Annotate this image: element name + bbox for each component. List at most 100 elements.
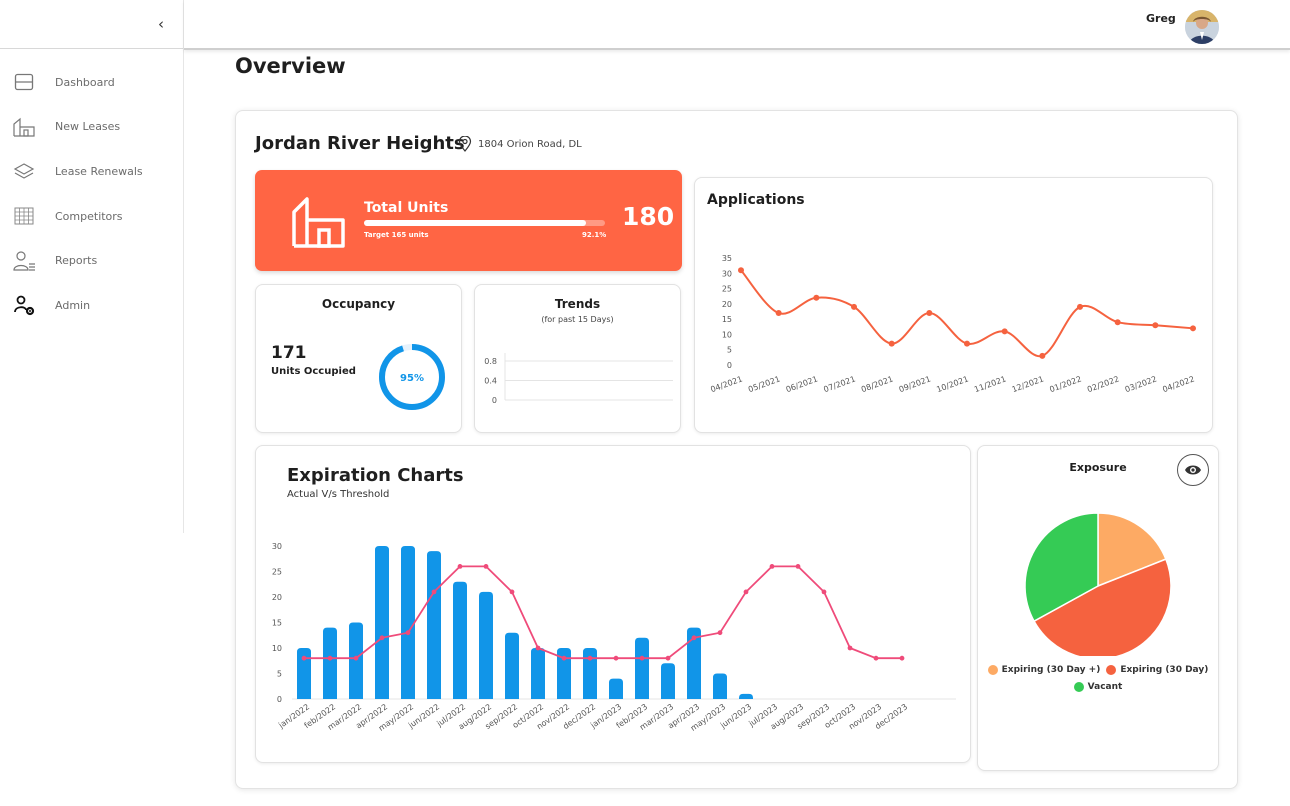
y-tick-label: 35 [722,254,732,263]
total-units-count: 180 [622,202,675,231]
building-icon [292,197,345,248]
expiration-bar [739,693,753,699]
chevron-left-icon[interactable]: ‹ [158,15,164,33]
total-units-percent: 92.1% [582,231,607,239]
sidebar-item-label: New Leases [55,120,121,134]
y-tick-label: 10 [722,330,732,339]
y-tick-label: 20 [272,593,282,602]
building-icon [11,116,37,138]
x-tick-label: 05/2021 [747,374,781,394]
sidebar-item-reports[interactable]: Reports [0,238,183,283]
legend-label: Expiring (30 Day +) [1001,665,1101,675]
y-tick-label: 0.4 [484,377,497,386]
grid-icon [11,205,37,227]
sidebar-item-label: Admin [55,298,91,312]
expiration-bar [479,591,493,699]
expiration-bar [557,648,571,699]
trends-card: Trends (for past 15 Days) 0 0.4 0.8 [474,284,681,433]
pie-legend-row-1: Expiring (30 Day +) Expiring (30 Day) [978,665,1218,675]
expiration-subtitle: Actual V/s Threshold [287,489,390,500]
total-units-card: Total Units Target 165 units 92.1% 180 [255,170,682,271]
expiration-bar [661,663,675,699]
applications-point [888,340,895,347]
trends-title: Trends [554,297,601,311]
x-tick-label: 01/2022 [1048,374,1082,394]
sidebar-nav: Dashboard New Leases Lease Renewals Comp… [0,60,183,328]
legend-swatch [987,665,998,675]
expiration-bar [349,622,363,699]
user-name: Greg [1146,12,1176,25]
legend-item[interactable]: Expiring (30 Day +) [987,665,1101,675]
threshold-point [301,655,307,661]
applications-point [775,310,782,317]
applications-point [964,340,970,347]
sidebar-item-label: Dashboard [55,75,115,89]
x-tick-label: 10/2021 [935,374,969,394]
y-tick-label: 10 [272,644,282,653]
applications-title: Applications [707,192,805,208]
threshold-point [717,630,723,636]
threshold-point [353,655,359,661]
property-name: Jordan River Heights [255,133,465,154]
x-tick-label: 08/2021 [860,374,894,394]
location-pin-icon [458,136,472,152]
sidebar-item-admin[interactable]: Admin [0,283,183,328]
threshold-point [587,655,593,661]
x-tick-label: 09/2021 [898,374,932,394]
y-tick-label: 15 [722,315,732,324]
occupancy-ring-fill [379,344,445,410]
expiration-bar [401,546,415,699]
sidebar-item-label: Competitors [55,209,123,223]
exposure-title: Exposure [1069,461,1127,474]
x-tick-label: 11/2021 [973,374,1007,394]
expiration-bar [453,581,467,699]
legend-item[interactable]: Expiring (30 Day) [1106,665,1208,675]
top-bar: Greg [184,0,1290,50]
dashboard-icon [11,71,37,93]
expiration-bar [635,637,649,699]
applications-point [1152,322,1159,329]
sidebar-item-competitors[interactable]: Competitors [0,194,183,239]
threshold-point [795,564,801,569]
threshold-point [535,645,541,651]
expiration-bar [609,678,623,699]
threshold-point [405,630,411,636]
sidebar: ‹ Dashboard New Leases Lease Renewals Co… [0,0,184,533]
eye-icon[interactable] [1177,454,1209,486]
sidebar-item-lease-renewals[interactable]: Lease Renewals [0,149,183,194]
y-tick-label: 30 [722,269,732,278]
sidebar-item-new-leases[interactable]: New Leases [0,105,183,150]
expiration-bar [583,648,597,699]
overview-card: Jordan River Heights 1804 Orion Road, DL… [235,110,1238,789]
sidebar-item-dashboard[interactable]: Dashboard [0,60,183,105]
threshold-point [769,564,775,569]
expiration-bar [505,632,519,699]
user-gear-icon [11,294,37,316]
threshold-point [613,655,619,661]
expiration-bar [713,673,727,699]
threshold-line [304,565,902,660]
threshold-point [665,655,671,661]
applications-point [1190,325,1196,332]
user-list-icon [11,250,37,272]
total-units-title: Total Units [364,200,449,216]
y-tick-label: 0 [727,361,732,370]
expiration-chart: 051015202530jan/2022feb/2022mar/2022apr/… [272,542,956,733]
threshold-point [483,564,489,569]
y-tick-label: 0.8 [484,357,497,366]
applications-point [1077,303,1083,310]
threshold-point [639,655,645,661]
exposure-pie-chart [1024,512,1172,656]
y-tick-label: 25 [272,568,282,577]
property-address: 1804 Orion Road, DL [458,136,582,152]
expiration-title: Expiration Charts [287,465,464,486]
applications-point [1039,352,1046,359]
expiration-card: Expiration Charts Actual V/s Threshold 0… [255,445,971,763]
legend-swatch [1106,665,1117,675]
avatar[interactable] [1185,10,1219,44]
y-tick-label: 5 [277,670,282,679]
applications-point [1114,319,1121,326]
legend-item[interactable]: Vacant [1073,682,1122,692]
x-tick-label: 03/2022 [1124,374,1158,394]
y-tick-label: 25 [722,285,732,294]
